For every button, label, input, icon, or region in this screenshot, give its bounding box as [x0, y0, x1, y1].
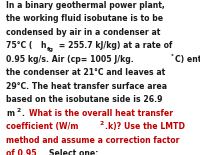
Text: C) enters: C) enters — [175, 55, 200, 64]
Text: method and assume a correction factor: method and assume a correction factor — [6, 136, 180, 145]
Text: coefficient (W/m: coefficient (W/m — [6, 122, 78, 131]
Text: 2: 2 — [100, 121, 104, 126]
Text: .k)? Use the LMTD: .k)? Use the LMTD — [105, 122, 185, 131]
Text: the working fluid isobutane is to be: the working fluid isobutane is to be — [6, 14, 163, 23]
Text: 0.95 kg/s. Air (cp= 1005 J/kg.: 0.95 kg/s. Air (cp= 1005 J/kg. — [6, 55, 134, 64]
Text: based on the isobutane side is 26.9: based on the isobutane side is 26.9 — [6, 95, 162, 104]
Text: condensed by air in a condenser at: condensed by air in a condenser at — [6, 28, 160, 37]
Text: m: m — [6, 109, 14, 118]
Text: .: . — [22, 109, 28, 118]
Text: 29°C. The heat transfer surface area: 29°C. The heat transfer surface area — [6, 82, 167, 91]
Text: 2: 2 — [16, 108, 21, 113]
Text: fg: fg — [47, 46, 54, 51]
Text: the condenser at 21°C and leaves at: the condenser at 21°C and leaves at — [6, 68, 165, 77]
Text: What is the overall heat transfer: What is the overall heat transfer — [29, 109, 174, 118]
Text: °: ° — [171, 54, 174, 59]
Text: of 0.95: of 0.95 — [6, 149, 39, 155]
Text: = 255.7 kJ/kg) at a rate of: = 255.7 kJ/kg) at a rate of — [56, 41, 173, 50]
Text: h: h — [40, 41, 46, 50]
Text: Select one:: Select one: — [49, 149, 98, 155]
Text: 75°C (: 75°C ( — [6, 41, 32, 50]
Text: In a binary geothermal power plant,: In a binary geothermal power plant, — [6, 1, 165, 10]
